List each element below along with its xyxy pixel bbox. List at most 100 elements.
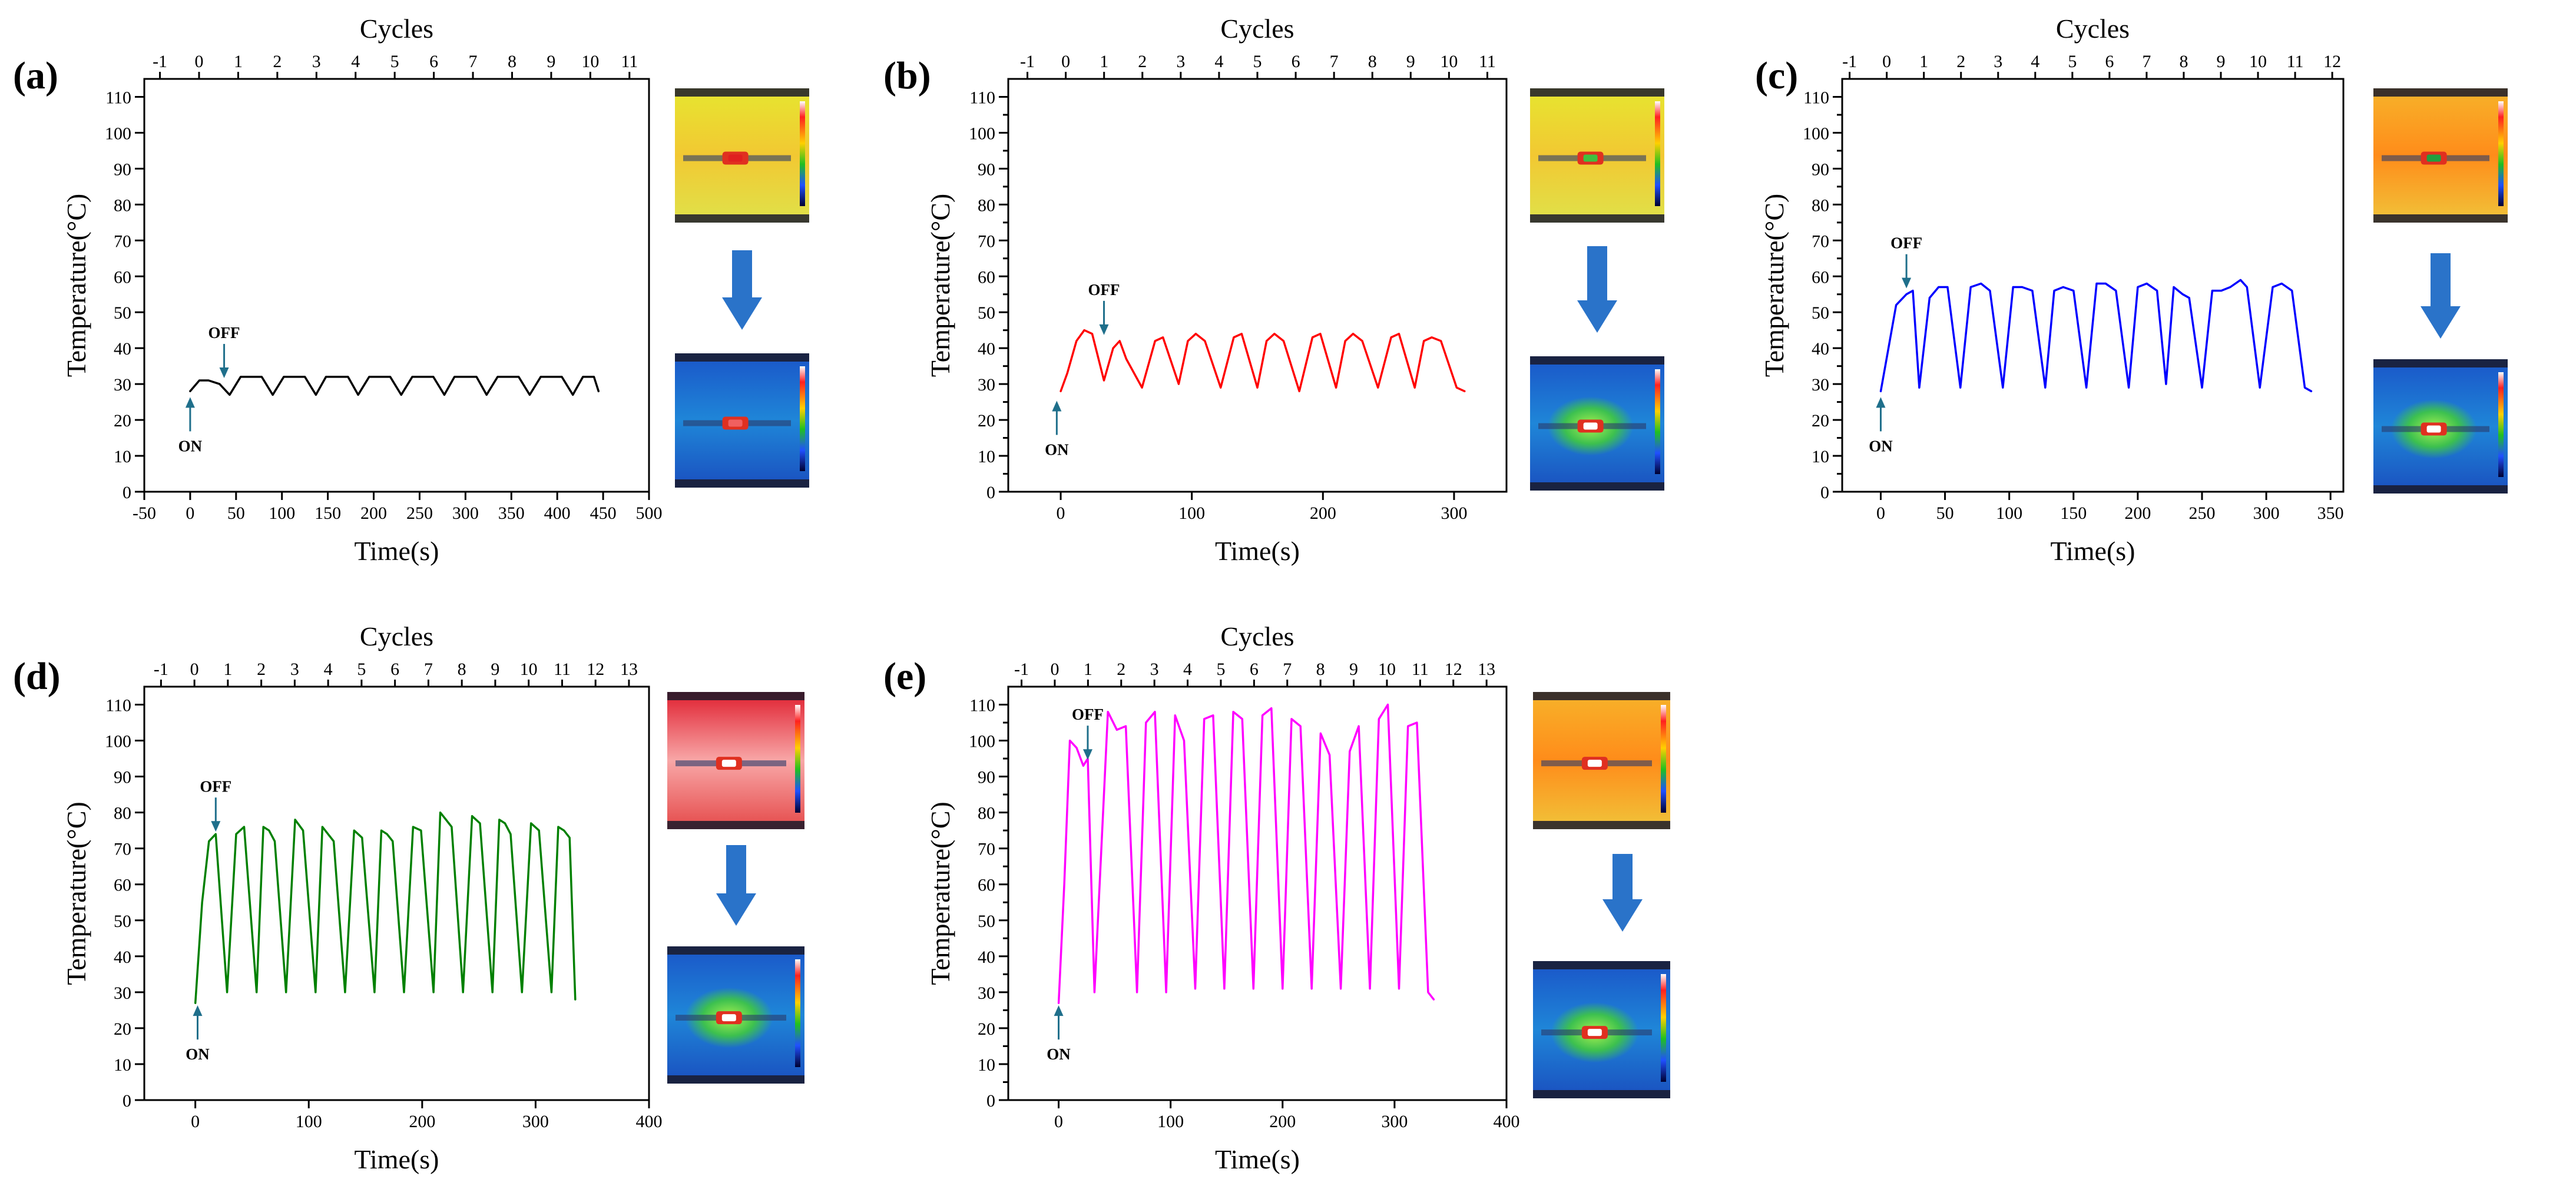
top-tick-label: 10 [1378, 660, 1396, 679]
top-tick-label: 11 [2287, 52, 2304, 71]
top-tick-label: 4 [1214, 52, 1223, 71]
y-tick-label: 20 [1812, 411, 1829, 430]
y-tick-label: 50 [1812, 303, 1829, 323]
top-tick-label: 2 [1117, 660, 1125, 679]
x-tick-label: 100 [1996, 504, 2022, 523]
top-tick-label: 0 [1050, 660, 1059, 679]
annotation-label: OFF [1890, 234, 1922, 252]
top-tick-label: 9 [547, 52, 555, 71]
y-tick-label: 70 [114, 840, 131, 859]
x-axis-title: Time(s) [1215, 536, 1300, 566]
top-tick-label: 6 [429, 52, 438, 71]
y-tick-label: 20 [978, 1019, 995, 1039]
y-tick-label: 100 [1803, 124, 1829, 143]
top-tick-label: 10 [520, 660, 538, 679]
top-tick-label: -1 [1020, 52, 1035, 71]
y-tick-label: 110 [105, 696, 131, 716]
top-tick-label: 8 [1316, 660, 1325, 679]
y-tick-label: 50 [114, 303, 131, 323]
top-tick-label: 1 [1100, 52, 1108, 71]
y-axis-title: Temperature(°C) [61, 802, 91, 985]
x-tick-label: 100 [296, 1112, 322, 1131]
y-tick-label: 30 [978, 375, 995, 395]
annotation-label: ON [1047, 1045, 1071, 1063]
annotation-off: OFF [1890, 234, 1922, 289]
annotation-off: OFF [1088, 281, 1120, 335]
top-tick-label: 12 [587, 660, 604, 679]
x-axis-title: Time(s) [1215, 1144, 1300, 1174]
top-tick-label: 3 [1150, 660, 1159, 679]
annotation-label: OFF [200, 777, 231, 795]
down-arrow-icon [2421, 253, 2461, 339]
x-tick-label: 300 [522, 1112, 549, 1131]
plot-frame [143, 685, 650, 1101]
top-axis-title: Cycles [360, 621, 433, 651]
y-tick-label: 90 [114, 768, 131, 787]
series-line [1059, 329, 1466, 393]
top-tick-label: 0 [1061, 52, 1070, 71]
x-tick-label: 400 [636, 1112, 663, 1131]
series-line [194, 811, 577, 1004]
y-axis-title: Temperature(°C) [925, 194, 955, 377]
plot-frame [143, 78, 650, 493]
y-tick-label: 20 [114, 411, 131, 430]
y-tick-label: 10 [114, 447, 131, 466]
thermal-images [667, 88, 2508, 1098]
top-tick-label: 3 [1176, 52, 1185, 71]
top-axis-title: Cycles [360, 14, 433, 44]
top-tick-label: 5 [1253, 52, 1262, 71]
down-arrow-icon [722, 250, 762, 330]
thermal-image-3 [1530, 88, 1664, 223]
y-tick-label: 30 [978, 983, 995, 1003]
top-tick-label: 7 [2142, 52, 2151, 71]
top-tick-label: 10 [1440, 52, 1458, 71]
panel-label: (d) [13, 655, 61, 698]
y-tick-label: 110 [969, 88, 995, 107]
y-tick-label: 20 [114, 1019, 131, 1039]
y-tick-label: 90 [1812, 160, 1829, 179]
x-tick-label: -50 [133, 504, 156, 523]
annotation-on: ON [178, 397, 203, 455]
y-tick-label: 90 [978, 160, 995, 179]
y-tick-label: 60 [978, 267, 995, 287]
x-tick-label: 300 [452, 504, 479, 523]
y-tick-label: 100 [969, 732, 995, 751]
x-tick-label: 100 [1157, 1112, 1184, 1131]
top-tick-label: 8 [1368, 52, 1377, 71]
series-line [1057, 703, 1435, 1004]
y-tick-label: 90 [114, 160, 131, 179]
top-tick-label: 8 [508, 52, 516, 71]
annotation-label: ON [178, 437, 203, 455]
x-tick-label: 100 [1178, 504, 1205, 523]
y-tick-label: 0 [986, 483, 995, 502]
y-tick-label: 100 [969, 124, 995, 143]
top-tick-label: 0 [1882, 52, 1891, 71]
x-axis-title: Time(s) [355, 1144, 439, 1174]
y-tick-label: 100 [105, 732, 131, 751]
top-tick-label: 1 [234, 52, 243, 71]
top-axis-title: Cycles [2056, 14, 2130, 44]
x-tick-label: 450 [590, 504, 617, 523]
series-line [1879, 279, 2313, 393]
y-tick-label: 60 [978, 876, 995, 895]
x-tick-label: 250 [2188, 504, 2215, 523]
y-tick-label: 10 [114, 1055, 131, 1075]
x-tick-label: 150 [2060, 504, 2087, 523]
top-tick-label: 7 [1330, 52, 1339, 71]
annotation-on: ON [1047, 1005, 1071, 1063]
y-tick-label: 50 [978, 912, 995, 931]
annotation-label: ON [1869, 437, 1893, 455]
top-tick-label: -1 [1842, 52, 1857, 71]
x-tick-label: 200 [2124, 504, 2151, 523]
annotation-label: OFF [1072, 706, 1104, 723]
top-tick-label: 6 [1250, 660, 1259, 679]
y-tick-label: 80 [114, 196, 131, 215]
y-tick-label: 10 [978, 1055, 995, 1075]
top-tick-label: 6 [390, 660, 399, 679]
top-tick-label: 4 [2031, 52, 2039, 71]
x-tick-label: 0 [186, 504, 194, 523]
